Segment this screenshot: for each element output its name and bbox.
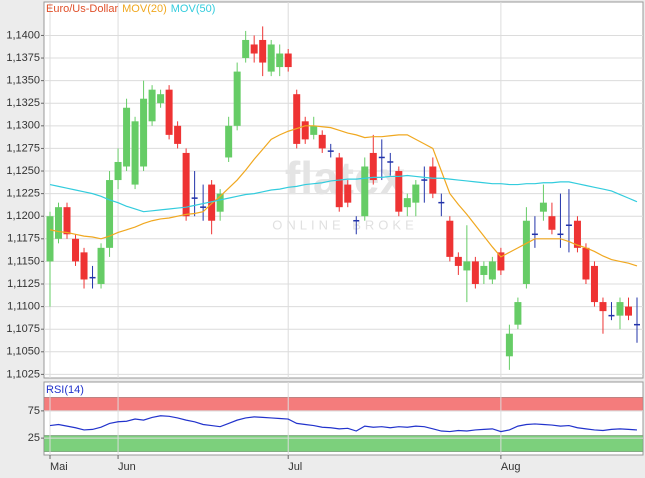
candle-body bbox=[165, 89, 173, 135]
candle-body bbox=[301, 121, 309, 140]
candle-body bbox=[454, 256, 462, 266]
candle-body bbox=[318, 134, 326, 149]
candle-body bbox=[140, 98, 148, 167]
y-tick-label: 1,1075 bbox=[6, 323, 40, 335]
candle-body bbox=[582, 247, 590, 280]
series-line bbox=[49, 125, 638, 267]
candle-body bbox=[590, 265, 598, 303]
series-line bbox=[49, 174, 638, 213]
candle-body bbox=[55, 207, 63, 239]
x-tick-label: Jun bbox=[118, 461, 136, 473]
candle-body bbox=[505, 333, 513, 357]
legend-entry: MOV(50) bbox=[171, 3, 216, 15]
candle-body bbox=[148, 89, 156, 122]
candle-body bbox=[225, 125, 233, 158]
candle-body bbox=[522, 220, 530, 284]
candle-body bbox=[514, 302, 522, 325]
candle-body bbox=[157, 94, 165, 104]
candle-body bbox=[616, 302, 624, 316]
candle-body bbox=[463, 261, 471, 271]
candle-body bbox=[293, 94, 301, 144]
candle-body bbox=[488, 261, 496, 280]
candle-body bbox=[250, 44, 258, 54]
candle-body bbox=[114, 161, 122, 181]
y-tick-label: 1,1175 bbox=[7, 233, 40, 245]
candle-body bbox=[233, 71, 241, 126]
candle-body bbox=[182, 152, 190, 217]
candle-body bbox=[131, 121, 139, 185]
candle-body bbox=[624, 306, 632, 316]
candle-body bbox=[123, 107, 131, 167]
x-tick-label: Jul bbox=[288, 461, 302, 473]
y-tick-label: 1,1125 bbox=[7, 278, 40, 290]
y-tick-label: 1,1250 bbox=[6, 165, 40, 177]
legend-entry: Euro/Us-Dollar bbox=[46, 3, 118, 15]
candle-body bbox=[72, 238, 80, 262]
x-tick-label: Aug bbox=[501, 461, 521, 473]
candle-body bbox=[344, 184, 352, 203]
candle-body bbox=[480, 265, 488, 275]
candle-body bbox=[106, 180, 114, 248]
candle-body bbox=[539, 202, 547, 212]
y-tick-label: 1,1050 bbox=[6, 346, 40, 358]
candle-body bbox=[446, 220, 454, 257]
candle-body bbox=[267, 44, 275, 72]
candle-body bbox=[335, 157, 343, 208]
legend-entry: MOV(20) bbox=[122, 3, 167, 15]
candle-body bbox=[497, 252, 505, 271]
chart-layer: 1,1025 1,1050 1,1075 1,1100 1,1125 1,1150 1,11… bbox=[6, 2, 644, 473]
candle-body bbox=[573, 220, 581, 248]
y-tick-label: 1,1350 bbox=[6, 75, 40, 87]
candle-body bbox=[310, 125, 318, 135]
candle-body bbox=[395, 171, 403, 212]
y-tick-label: 75 bbox=[28, 405, 40, 417]
y-tick-label: 1,1325 bbox=[6, 97, 40, 109]
candle-body bbox=[548, 216, 556, 230]
y-tick-label: 1,1025 bbox=[6, 368, 40, 380]
y-tick-label: 1,1200 bbox=[6, 210, 40, 222]
y-tick-label: 1,1225 bbox=[6, 188, 40, 200]
candle-body bbox=[63, 207, 71, 235]
candle-body bbox=[46, 216, 54, 262]
candle-body bbox=[599, 302, 607, 312]
x-tick-label: Mai bbox=[50, 461, 68, 473]
candle-body bbox=[216, 193, 224, 212]
y-tick-label: 1,1275 bbox=[6, 142, 40, 154]
watermark-sub: ONLINE BROKE bbox=[272, 217, 418, 232]
rsi-band bbox=[43, 435, 644, 452]
rsi-band bbox=[43, 397, 644, 412]
candle-body bbox=[284, 53, 292, 68]
candle-body bbox=[259, 39, 267, 63]
candle-body bbox=[208, 184, 216, 221]
candle-body bbox=[276, 53, 284, 68]
legend-entry: RSI(14) bbox=[46, 384, 84, 396]
candle-body bbox=[361, 166, 369, 217]
y-tick-label: 1,1100 bbox=[7, 301, 40, 313]
candle-body bbox=[369, 152, 377, 181]
y-tick-label: 25 bbox=[28, 432, 40, 444]
candle-body bbox=[80, 252, 88, 280]
candle-body bbox=[412, 184, 420, 203]
candle-body bbox=[429, 166, 437, 194]
candle-body bbox=[97, 247, 105, 284]
candle-body bbox=[403, 198, 411, 208]
y-tick-label: 1,1300 bbox=[6, 120, 40, 132]
candle-body bbox=[242, 39, 250, 59]
y-tick-label: 1,1150 bbox=[7, 255, 40, 267]
y-tick-label: 1,1400 bbox=[6, 29, 40, 41]
series-line bbox=[49, 415, 638, 433]
y-tick-label: 1,1375 bbox=[6, 52, 40, 64]
candle-body bbox=[471, 261, 479, 284]
candle-body bbox=[174, 125, 182, 144]
